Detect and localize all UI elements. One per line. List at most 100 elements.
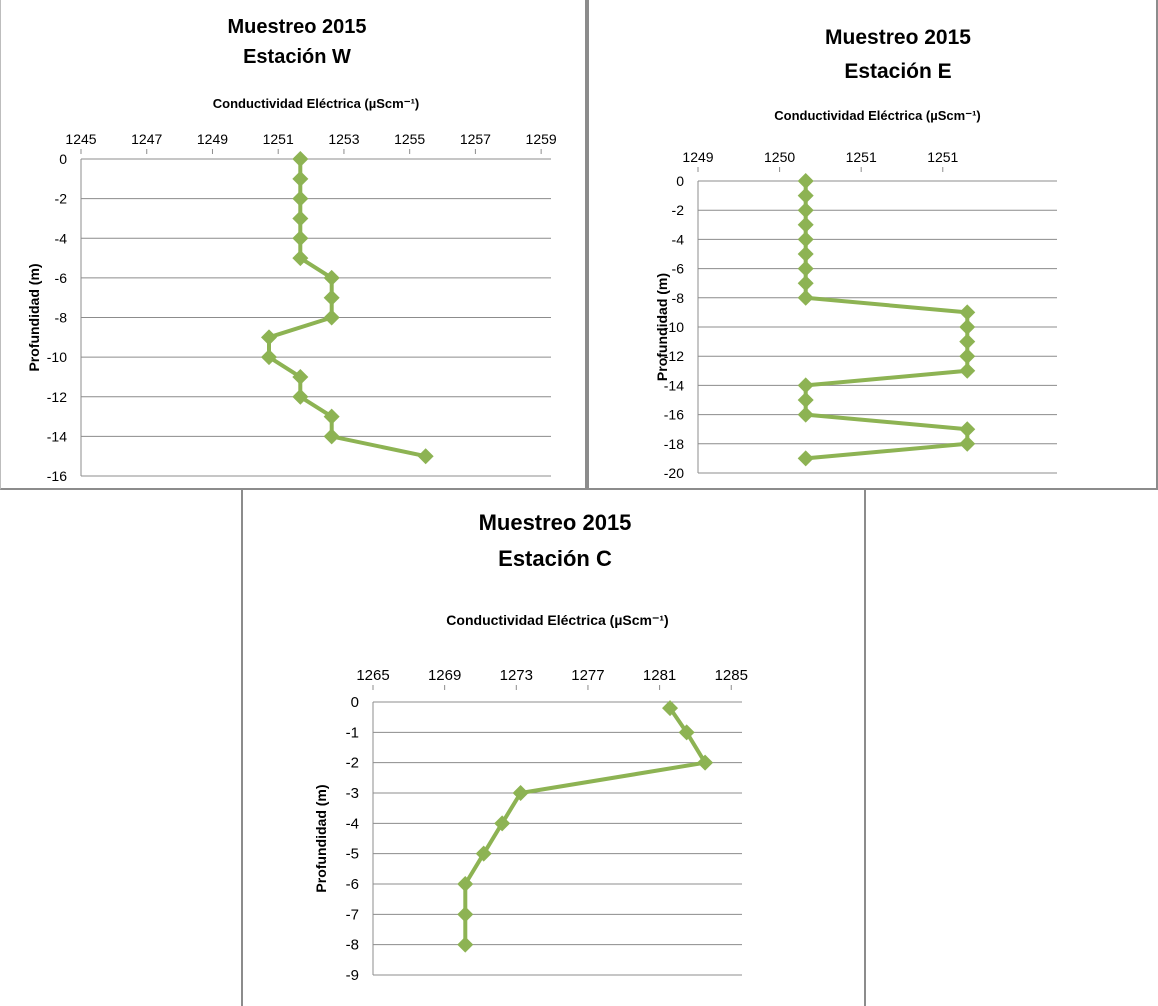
data-point-marker xyxy=(457,906,474,923)
data-point-marker xyxy=(261,329,277,346)
data-point-marker xyxy=(797,260,814,277)
x-tick-label: 1251 xyxy=(846,149,877,165)
x-tick-label: 1265 xyxy=(356,667,389,684)
y-tick-label: -5 xyxy=(346,846,359,863)
series-line xyxy=(803,181,970,461)
data-point-marker xyxy=(697,754,714,771)
x-tick-label: 1250 xyxy=(764,149,795,165)
data-point-marker xyxy=(959,319,976,335)
x-tick-label: 1245 xyxy=(65,131,96,147)
data-point-marker xyxy=(797,187,814,204)
data-point-marker xyxy=(797,231,814,248)
data-point-marker xyxy=(678,724,695,741)
y-tick-label: -14 xyxy=(664,377,684,393)
y-tick-label: -9 xyxy=(346,967,359,984)
data-point-marker xyxy=(292,210,309,227)
data-point-marker xyxy=(323,309,340,326)
y-axis-title: Profundidad (m) xyxy=(26,263,42,371)
chart-title-line-2: Estación E xyxy=(844,60,951,83)
y-tick-label: -2 xyxy=(346,755,359,772)
data-point-marker xyxy=(959,348,976,365)
data-point-marker xyxy=(797,406,814,423)
y-tick-label: -7 xyxy=(346,906,359,923)
data-point-marker xyxy=(512,785,529,801)
y-tick-label: -10 xyxy=(664,319,684,335)
y-tick-label: -8 xyxy=(55,310,68,326)
data-point-marker xyxy=(323,289,340,306)
data-point-marker xyxy=(797,289,814,306)
data-point-marker xyxy=(417,448,434,465)
data-point-marker xyxy=(959,421,976,438)
x-tick-label: 1269 xyxy=(428,667,461,684)
y-tick-label: -4 xyxy=(672,231,685,247)
x-axis-title: Conductividad Eléctrica (µScm⁻¹) xyxy=(446,612,668,628)
x-tick-label: 1285 xyxy=(715,667,748,684)
x-tick-label: 1257 xyxy=(460,131,491,147)
x-tick-label: 1249 xyxy=(197,131,228,147)
data-point-marker xyxy=(959,333,976,350)
chart-title-line-2: Estación W xyxy=(243,46,351,68)
x-tick-label: 1281 xyxy=(643,667,676,684)
y-tick-label: -12 xyxy=(664,348,684,364)
data-point-marker xyxy=(959,435,976,452)
data-point-marker xyxy=(475,845,492,862)
data-point-marker xyxy=(959,304,976,321)
data-point-marker xyxy=(797,246,814,262)
chart-estacion-c: Muestreo 2015 Estación C Conductividad Elé… xyxy=(313,510,748,984)
y-tick-label: -4 xyxy=(55,230,68,246)
chart-estacion-e: Muestreo 2015 Estación E Conductividad Elé… xyxy=(654,26,1057,481)
y-tick-label: -12 xyxy=(47,389,67,405)
y-tick-label: -2 xyxy=(672,202,685,218)
chart-title-line-2: Estación C xyxy=(498,546,612,571)
chart-panel-estacion-e: Muestreo 2015 Estación E Conductividad Elé… xyxy=(587,0,1158,490)
x-axis-title: Conductividad Eléctrica (µScm⁻¹) xyxy=(213,96,420,111)
y-tick-label: 0 xyxy=(676,173,684,189)
data-point-marker xyxy=(323,269,340,286)
y-tick-label: -8 xyxy=(672,290,685,306)
data-point-marker xyxy=(292,230,309,247)
data-point-marker xyxy=(494,815,511,832)
y-tick-label: -6 xyxy=(672,261,685,277)
y-tick-label: -2 xyxy=(55,191,68,207)
y-tick-label: -14 xyxy=(47,428,67,444)
x-tick-label: 1253 xyxy=(328,131,359,147)
chart-panel-estacion-c: Muestreo 2015 Estación C Conductividad Elé… xyxy=(241,490,866,1006)
x-tick-label: 1259 xyxy=(526,131,557,147)
y-tick-label: 0 xyxy=(59,151,67,167)
y-axis-title: Profundidad (m) xyxy=(654,273,670,381)
x-tick-label: 1255 xyxy=(394,131,425,147)
y-tick-label: -1 xyxy=(346,724,359,741)
x-axis-title: Conductividad Eléctrica (µScm⁻¹) xyxy=(774,108,981,123)
data-point-marker xyxy=(292,190,309,207)
x-tick-label: 1277 xyxy=(571,667,604,684)
y-tick-label: -8 xyxy=(346,937,359,954)
data-point-marker xyxy=(662,700,679,717)
y-tick-label: -20 xyxy=(664,465,684,481)
data-point-marker xyxy=(323,428,340,445)
data-point-marker xyxy=(457,936,474,953)
data-point-marker xyxy=(292,368,309,385)
y-tick-label: -16 xyxy=(664,407,684,423)
chart-title-line-1: Muestreo 2015 xyxy=(825,26,971,49)
series-line xyxy=(267,159,427,459)
data-point-marker xyxy=(292,388,309,405)
data-point-marker xyxy=(797,202,814,219)
y-tick-label: -16 xyxy=(47,468,67,484)
x-tick-label: 1247 xyxy=(131,131,162,147)
chart-title-line-1: Muestreo 2015 xyxy=(479,510,632,535)
data-point-marker xyxy=(797,450,814,467)
x-tick-label: 1251 xyxy=(927,149,958,165)
x-tick-label: 1273 xyxy=(500,667,533,684)
data-point-marker xyxy=(797,275,814,292)
y-tick-label: -6 xyxy=(55,270,68,286)
data-point-marker xyxy=(292,250,309,267)
data-point-marker xyxy=(797,173,814,189)
y-tick-label: -10 xyxy=(47,349,67,365)
chart-estacion-w: Muestreo 2015 Estación W Conductividad Elé… xyxy=(26,16,557,484)
y-axis-title: Profundidad (m) xyxy=(313,784,329,892)
data-point-marker xyxy=(292,151,309,167)
y-tick-label: -18 xyxy=(664,436,684,452)
data-point-marker xyxy=(261,349,277,366)
data-point-marker xyxy=(797,392,814,408)
data-point-marker xyxy=(457,876,474,892)
